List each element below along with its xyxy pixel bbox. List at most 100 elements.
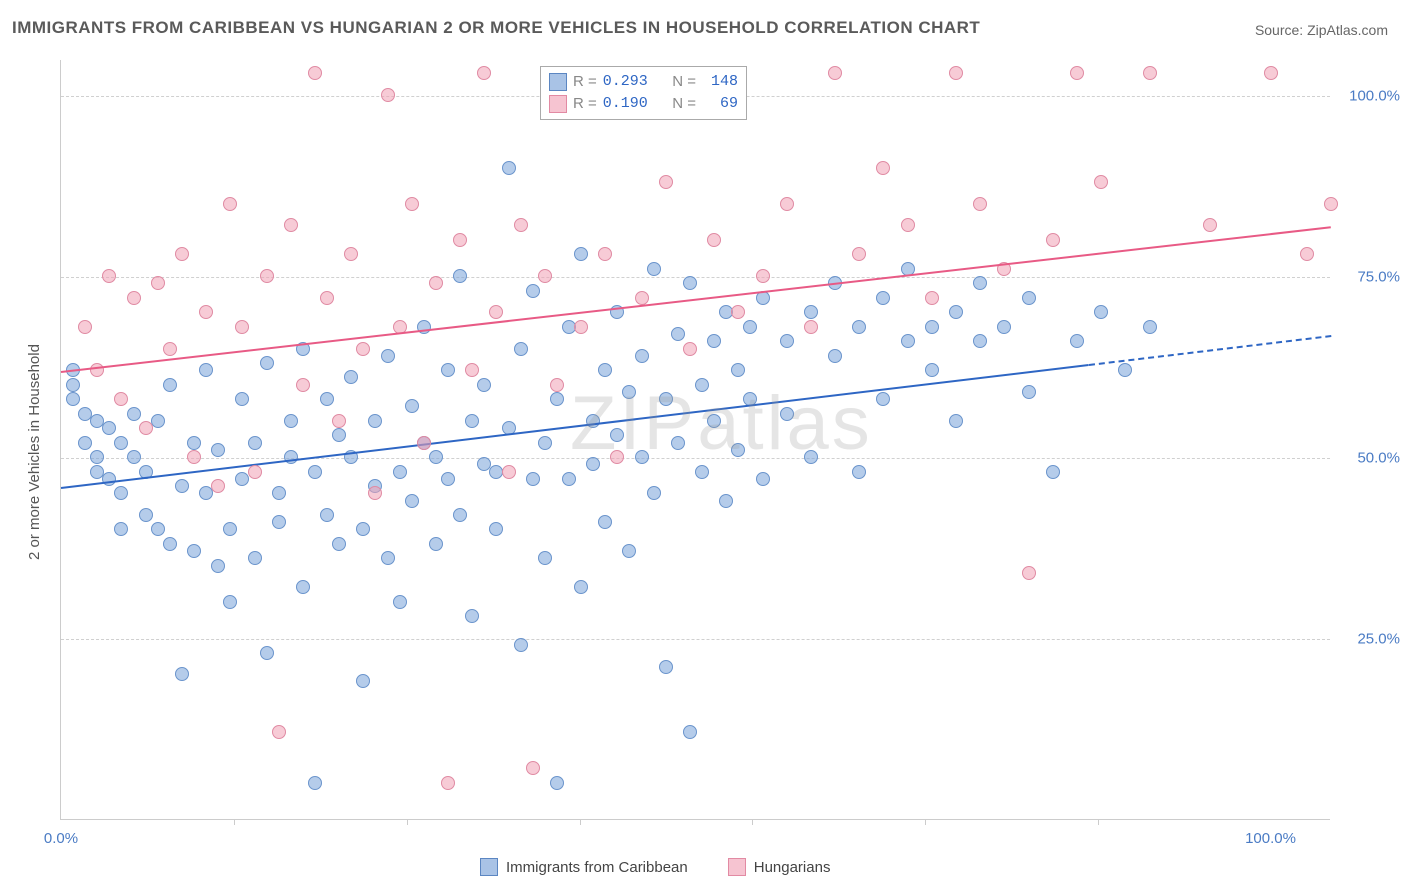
legend-swatch: [549, 73, 567, 91]
scatter-point: [127, 291, 141, 305]
scatter-point: [1118, 363, 1132, 377]
scatter-point: [199, 305, 213, 319]
scatter-point: [139, 508, 153, 522]
scatter-point: [139, 421, 153, 435]
scatter-point: [997, 320, 1011, 334]
scatter-point: [502, 465, 516, 479]
scatter-point: [683, 725, 697, 739]
scatter-point: [187, 436, 201, 450]
scatter-point: [598, 247, 612, 261]
scatter-point: [1324, 197, 1338, 211]
scatter-point: [199, 363, 213, 377]
scatter-point: [272, 486, 286, 500]
scatter-point: [175, 667, 189, 681]
scatter-point: [925, 291, 939, 305]
scatter-point: [272, 515, 286, 529]
scatter-point: [1070, 66, 1084, 80]
scatter-point: [344, 370, 358, 384]
n-value: 148: [702, 71, 738, 93]
scatter-point: [876, 161, 890, 175]
scatter-point: [405, 494, 419, 508]
scatter-point: [381, 349, 395, 363]
scatter-point: [211, 559, 225, 573]
scatter-point: [707, 334, 721, 348]
scatter-point: [90, 450, 104, 464]
scatter-point: [514, 342, 528, 356]
n-label: N =: [672, 93, 696, 115]
scatter-point: [671, 327, 685, 341]
gridline: [61, 277, 1330, 278]
scatter-point: [187, 544, 201, 558]
scatter-point: [731, 363, 745, 377]
scatter-point: [901, 218, 915, 232]
scatter-point: [453, 233, 467, 247]
scatter-point: [828, 66, 842, 80]
scatter-point: [381, 88, 395, 102]
scatter-point: [405, 399, 419, 413]
scatter-point: [296, 580, 310, 594]
scatter-point: [320, 392, 334, 406]
scatter-point: [235, 392, 249, 406]
scatter-point: [973, 276, 987, 290]
scatter-point: [441, 363, 455, 377]
scatter-point: [852, 465, 866, 479]
scatter-point: [635, 450, 649, 464]
x-tick-mark: [407, 819, 408, 825]
scatter-point: [489, 305, 503, 319]
scatter-point: [925, 363, 939, 377]
stats-legend-row: R = 0.190 N = 69: [549, 93, 738, 115]
scatter-point: [659, 660, 673, 674]
scatter-point: [248, 551, 262, 565]
scatter-point: [393, 465, 407, 479]
x-tick-label: 100.0%: [1245, 830, 1296, 847]
y-tick-label: 100.0%: [1340, 88, 1400, 105]
scatter-point: [284, 414, 298, 428]
scatter-point: [1143, 66, 1157, 80]
stats-legend: R = 0.293 N = 148R = 0.190 N = 69: [540, 66, 747, 120]
scatter-point: [114, 392, 128, 406]
stats-legend-row: R = 0.293 N = 148: [549, 71, 738, 93]
scatter-point: [1094, 305, 1108, 319]
scatter-point: [1070, 334, 1084, 348]
scatter-point: [526, 284, 540, 298]
scatter-point: [223, 197, 237, 211]
scatter-point: [1143, 320, 1157, 334]
scatter-point: [320, 508, 334, 522]
scatter-point: [538, 436, 552, 450]
scatter-point: [683, 276, 697, 290]
scatter-point: [804, 320, 818, 334]
scatter-point: [538, 269, 552, 283]
scatter-point: [925, 320, 939, 334]
legend-swatch: [728, 858, 746, 876]
scatter-point: [647, 262, 661, 276]
scatter-point: [804, 305, 818, 319]
scatter-point: [441, 776, 455, 790]
scatter-point: [368, 414, 382, 428]
legend-label: Immigrants from Caribbean: [506, 859, 688, 876]
scatter-point: [876, 291, 890, 305]
scatter-point: [429, 276, 443, 290]
chart-title: IMMIGRANTS FROM CARIBBEAN VS HUNGARIAN 2…: [12, 18, 980, 38]
scatter-point: [151, 276, 165, 290]
scatter-point: [453, 508, 467, 522]
scatter-point: [574, 247, 588, 261]
scatter-point: [1203, 218, 1217, 232]
x-tick-mark: [1098, 819, 1099, 825]
scatter-point: [683, 342, 697, 356]
scatter-point: [1046, 233, 1060, 247]
trend-line-dashed: [1089, 335, 1331, 366]
scatter-point: [671, 436, 685, 450]
scatter-point: [114, 522, 128, 536]
scatter-point: [538, 551, 552, 565]
scatter-point: [211, 479, 225, 493]
scatter-point: [731, 443, 745, 457]
scatter-point: [949, 414, 963, 428]
scatter-point: [320, 291, 334, 305]
y-axis-label: 2 or more Vehicles in Household: [26, 344, 43, 560]
n-value: 69: [702, 93, 738, 115]
scatter-point: [163, 537, 177, 551]
scatter-point: [78, 320, 92, 334]
scatter-point: [308, 465, 322, 479]
scatter-point: [973, 334, 987, 348]
y-tick-label: 25.0%: [1340, 631, 1400, 648]
